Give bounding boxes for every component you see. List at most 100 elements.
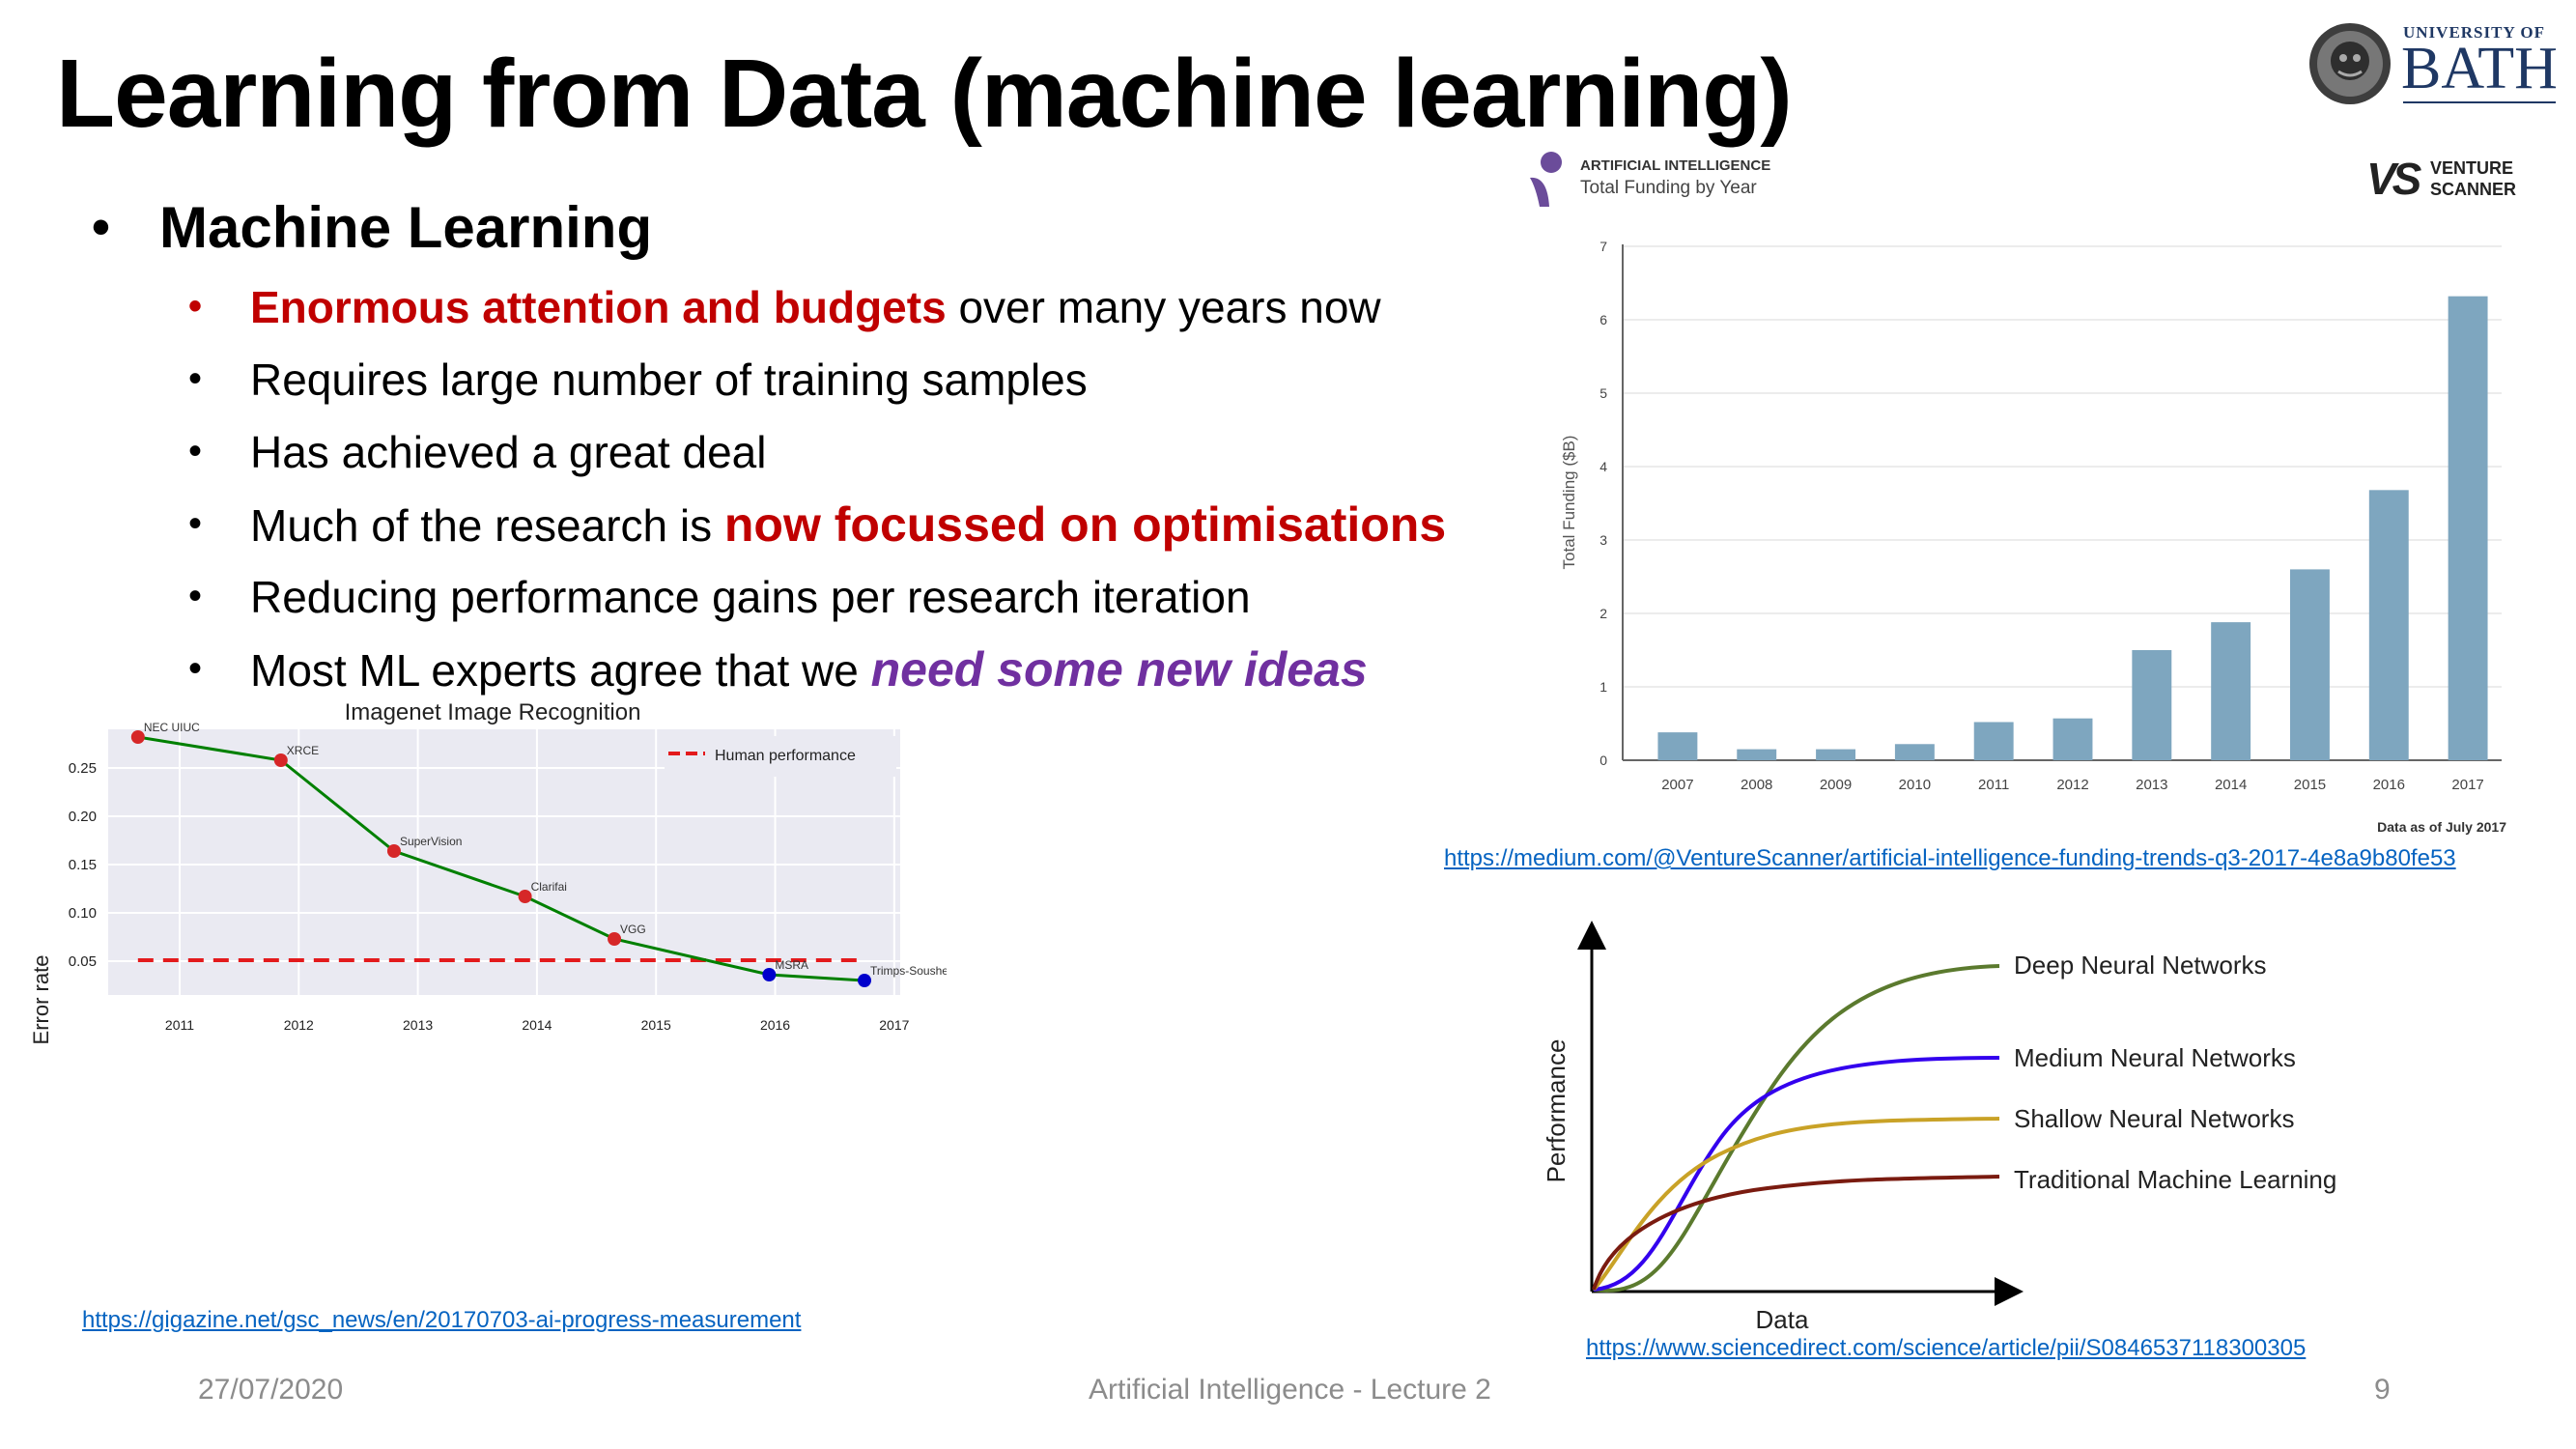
- point-label: SuperVision: [400, 835, 463, 848]
- x-tick-label: 2009: [1820, 777, 1852, 793]
- x-tick-label: 2013: [2136, 777, 2167, 793]
- university-logo: UNIVERSITY OF BATH: [2307, 17, 2558, 110]
- y-tick-label: 0.20: [69, 809, 97, 825]
- funding-bar: [2448, 296, 2488, 760]
- funding-bar: [2211, 622, 2251, 760]
- y-tick-label: 6: [1599, 312, 1607, 327]
- point-label: NEC UIUC: [144, 721, 200, 734]
- bullet-item: • Requires large number of training samp…: [92, 343, 1483, 415]
- data-point: [858, 974, 872, 987]
- bullet-dot: •: [188, 285, 203, 327]
- y-tick-label: 1: [1599, 679, 1607, 695]
- x-tick-label: 2011: [165, 1017, 194, 1033]
- y-tick-label: 4: [1599, 459, 1607, 474]
- bullet-highlight: need some new ideas: [870, 641, 1368, 696]
- bullet-dot: •: [188, 575, 203, 617]
- y-tick-label: 0.15: [69, 857, 97, 873]
- venture-scanner-line1: VENTURE: [2430, 158, 2514, 178]
- funding-source-link[interactable]: https://medium.com/@VentureScanner/artif…: [1444, 845, 2456, 871]
- ai-logo-icon: [1530, 152, 1562, 207]
- venture-scanner-mark: VS: [2366, 154, 2421, 204]
- seal-icon: [2309, 23, 2556, 104]
- medium-nn-curve: [1593, 1056, 2000, 1292]
- y-tick-label: 7: [1599, 239, 1607, 254]
- funding-brand-line2: Total Funding by Year: [1580, 178, 1757, 198]
- x-tick-label: 2017: [879, 1017, 909, 1033]
- performance-source-link[interactable]: https://www.sciencedirect.com/science/ar…: [1586, 1335, 2307, 1361]
- funding-bar: [2052, 718, 2093, 760]
- data-point: [762, 968, 777, 981]
- data-point: [130, 730, 145, 744]
- series-label-deep-nn: Deep Neural Networks: [2014, 951, 2267, 980]
- x-tick-label: 2011: [1978, 777, 2009, 793]
- series-label-traditional-ml: Traditional Machine Learning: [2014, 1165, 2336, 1194]
- x-tick-label: 2016: [2373, 777, 2405, 793]
- x-tick-label: 2013: [403, 1017, 433, 1033]
- point-label: Clarifai: [531, 880, 567, 894]
- y-tick-label: 0: [1599, 753, 1607, 768]
- funding-bar: [1894, 744, 1935, 760]
- logo-line2: BATH: [2401, 36, 2558, 101]
- bullet-item: • Reducing performance gains per researc…: [92, 560, 1483, 633]
- footer-center: Artificial Intelligence - Lecture 2: [1089, 1374, 1491, 1406]
- bullet-dot: •: [188, 502, 203, 545]
- data-point: [608, 932, 622, 946]
- y-tick-label: 3: [1599, 532, 1607, 548]
- funding-bar: [1737, 749, 1777, 760]
- funding-bar: [2368, 490, 2409, 760]
- point-label: XRCE: [287, 744, 319, 757]
- funding-bar: [1657, 732, 1698, 760]
- bullet-dot: •: [188, 357, 203, 400]
- x-tick-label: 2008: [1741, 777, 1772, 793]
- imagenet-source-link[interactable]: https://gigazine.net/gsc_news/en/2017070…: [82, 1307, 802, 1333]
- y-axis-label: Performance: [1542, 1039, 1571, 1183]
- venture-scanner-line2: SCANNER: [2430, 180, 2517, 199]
- x-tick-label: 2014: [522, 1017, 552, 1033]
- bullet-text: over many years now: [946, 281, 1381, 332]
- x-tick-label: 2015: [2294, 777, 2326, 793]
- y-axis-label: Error rate: [29, 955, 53, 1045]
- x-tick-label: 2015: [641, 1017, 671, 1033]
- bullet-text: Has achieved a great deal: [250, 426, 767, 477]
- bullet-main: • Machine Learning: [92, 184, 1483, 270]
- footer-date: 27/07/2020: [198, 1374, 344, 1406]
- y-tick-label: 0.10: [69, 905, 97, 922]
- slide-title: Learning from Data (machine learning): [56, 40, 1793, 148]
- funding-brand: ARTIFICIAL INTELLIGENCE Total Funding by…: [1526, 149, 2531, 216]
- x-tick-label: 2010: [1899, 777, 1931, 793]
- funding-chart: 2007 2008 2009 2010 2011 2012 2013 2014 2015 2016…: [1560, 239, 2506, 835]
- performance-chart: Deep Neural Networks Medium Neural Netwo…: [1542, 921, 2336, 1334]
- x-tick-label: 2012: [284, 1017, 314, 1033]
- shallow-nn-curve: [1592, 1117, 2000, 1292]
- chart-title: Imagenet Image Recognition: [345, 699, 641, 725]
- bullet-text: Much of the research is: [250, 499, 724, 551]
- x-axis-label: Data: [1756, 1305, 1809, 1334]
- bullet-list: • Machine Learning • Enormous attention …: [92, 184, 1483, 705]
- legend-box: [665, 736, 896, 777]
- y-tick-label: 2: [1599, 606, 1607, 621]
- data-point: [386, 844, 401, 858]
- point-label: MSRA: [775, 958, 808, 972]
- bullet-text: Most ML experts agree that we: [250, 644, 871, 696]
- funding-bar: [1973, 722, 2014, 760]
- data-point: [518, 890, 532, 903]
- bullet-item: • Enormous attention and budgets over ma…: [92, 270, 1483, 343]
- legend-label: Human performance: [715, 748, 856, 764]
- series-label-shallow-nn: Shallow Neural Networks: [2014, 1104, 2294, 1133]
- bullet-dot: •: [92, 198, 110, 256]
- x-tick-label: 2007: [1661, 777, 1693, 793]
- x-tick-label: 2014: [2215, 777, 2247, 793]
- bullet-highlight: Enormous attention and budgets: [250, 281, 947, 332]
- imagenet-chart: Imagenet Image Recognition NEC UIUC XRCE S…: [29, 699, 947, 1045]
- y-tick-label: 0.25: [69, 760, 97, 777]
- y-tick-label: 0.05: [69, 953, 97, 970]
- bullet-text: Reducing performance gains per research …: [250, 571, 1251, 622]
- x-tick-label: 2012: [2056, 777, 2088, 793]
- point-label: VGG: [620, 923, 646, 936]
- bullet-text: Requires large number of training sample…: [250, 354, 1088, 405]
- x-tick-label: 2017: [2451, 777, 2483, 793]
- y-tick-label: 5: [1599, 385, 1607, 401]
- bullet-dot: •: [188, 430, 203, 472]
- point-label: Trimps-Soushen: [870, 964, 947, 978]
- bullet-item: • Most ML experts agree that we need som…: [92, 633, 1483, 705]
